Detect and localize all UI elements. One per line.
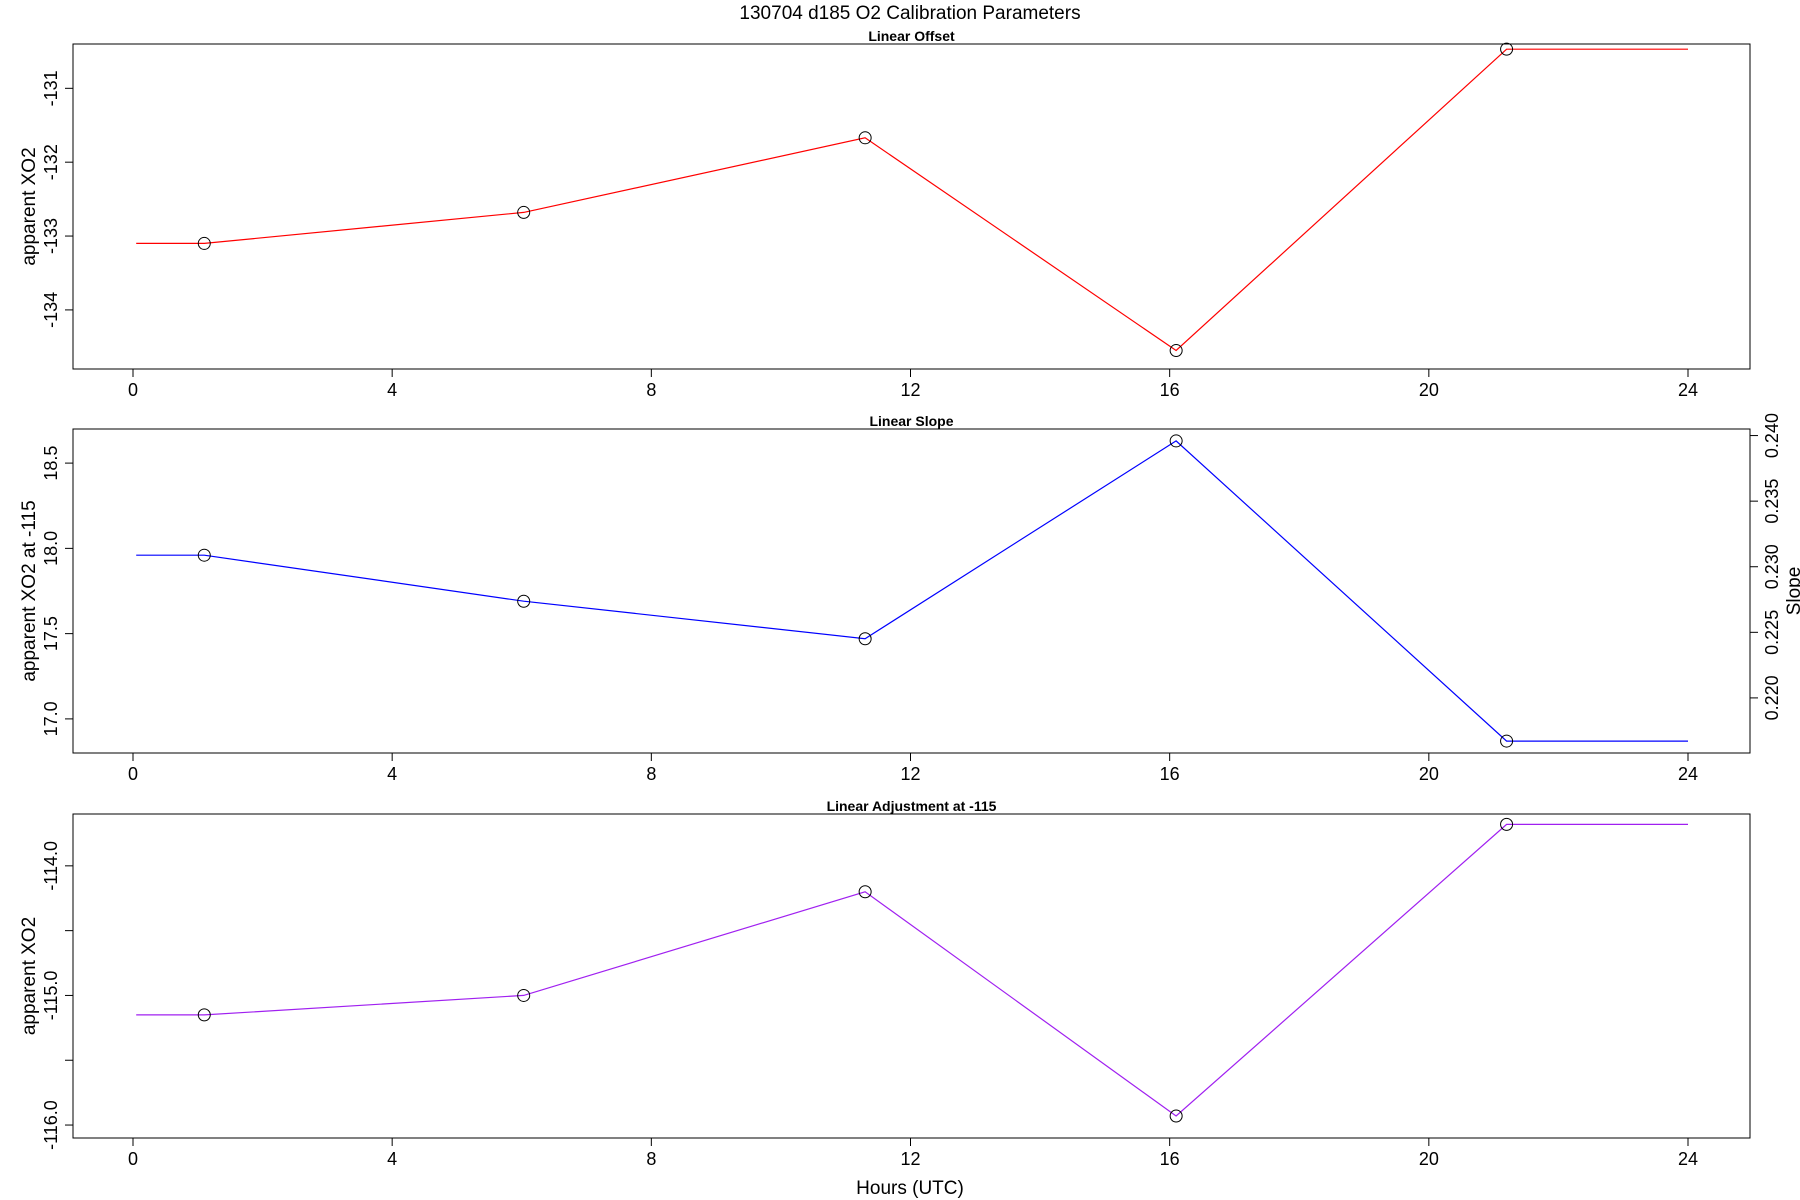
panel-title: Linear Offset — [868, 28, 955, 44]
right-y-tick-label: 0.225 — [1762, 610, 1782, 655]
panel-2: Linear Slope 0 4 8 12 16 20 24 17.0 17.5 18.0 18.5a… — [19, 413, 1800, 784]
x-tick-label: 16 — [1160, 764, 1180, 784]
plot-frame — [72, 428, 1751, 754]
right-y-axis-label: Slope — [1784, 567, 1800, 616]
x-tick-label: 24 — [1678, 1149, 1698, 1169]
x-axis-label: Hours (UTC) — [856, 1178, 964, 1199]
right-y-tick-label: 0.230 — [1762, 544, 1782, 589]
x-tick-label: 4 — [387, 764, 397, 784]
y-tick-label: -133 — [41, 218, 61, 254]
data-point — [858, 885, 872, 899]
y-tick-label: -131 — [41, 70, 61, 106]
x-tick-label: 4 — [387, 1149, 397, 1169]
x-tick-label: 0 — [128, 764, 138, 784]
x-tick-label: 4 — [387, 380, 397, 400]
series-line — [136, 823, 1688, 1117]
panel-title: Linear Adjustment at -115 — [827, 798, 997, 814]
x-tick-label: 16 — [1160, 1149, 1180, 1169]
y-tick-label: -116.0 — [41, 1100, 61, 1150]
figure-title: 130704 d185 O2 Calibration Parameters — [739, 3, 1080, 24]
x-tick-label: 8 — [646, 1149, 656, 1169]
panel-1: Linear Offset 0 4 8 12 16 20 24 -131 -132 -133 -134… — [19, 28, 1751, 400]
y-tick-label: 18.0 — [41, 531, 61, 566]
y-tick-label: 17.0 — [41, 701, 61, 736]
plot-frame — [72, 43, 1751, 370]
y-tick-label: 18.5 — [41, 446, 61, 481]
series-line — [136, 440, 1688, 742]
panel-title: Linear Slope — [869, 413, 953, 429]
data-point — [1169, 1109, 1183, 1123]
x-tick-label: 24 — [1678, 380, 1698, 400]
y-axis-label: apparent XO2 at -115 — [19, 500, 40, 681]
right-y-tick-label: 0.220 — [1762, 675, 1782, 720]
x-tick-label: 20 — [1419, 764, 1439, 784]
x-tick-label: 8 — [646, 380, 656, 400]
right-y-tick-label: 0.240 — [1762, 413, 1782, 458]
x-tick-label: 12 — [900, 380, 920, 400]
y-tick-label: -115.0 — [41, 971, 61, 1021]
plot-frame — [72, 813, 1751, 1139]
x-tick-label: 12 — [900, 764, 920, 784]
x-tick-label: 20 — [1419, 1149, 1439, 1169]
data-point — [1500, 817, 1514, 831]
data-point — [197, 236, 211, 250]
data-point — [197, 548, 211, 562]
x-tick-label: 8 — [646, 764, 656, 784]
y-tick-label: 17.5 — [41, 616, 61, 651]
x-tick-label: 0 — [128, 380, 138, 400]
data-point — [858, 632, 872, 646]
data-point — [1169, 344, 1183, 358]
y-axis-label: apparent XO2 — [19, 917, 40, 1035]
data-point — [1169, 434, 1183, 448]
data-point — [858, 131, 872, 145]
right-y-tick-label: 0.235 — [1762, 479, 1782, 524]
x-tick-label: 0 — [128, 1149, 138, 1169]
series-line — [136, 48, 1688, 352]
data-point — [1500, 734, 1514, 748]
y-tick-label: -134 — [41, 292, 61, 328]
data-point — [517, 205, 531, 219]
data-point — [197, 1008, 211, 1022]
data-point — [517, 594, 531, 608]
x-tick-label: 24 — [1678, 764, 1698, 784]
x-tick-label: 12 — [900, 1149, 920, 1169]
y-axis-label: apparent XO2 — [19, 147, 40, 265]
y-tick-label: -132 — [41, 144, 61, 180]
data-point — [1500, 42, 1514, 56]
y-tick-label: -114.0 — [41, 841, 61, 891]
x-tick-label: 16 — [1160, 380, 1180, 400]
x-tick-label: 20 — [1419, 380, 1439, 400]
data-point — [517, 988, 531, 1002]
panel-3: Linear Adjustment at -115 0 4 8 12 16 20 24 -114… — [19, 798, 1751, 1169]
